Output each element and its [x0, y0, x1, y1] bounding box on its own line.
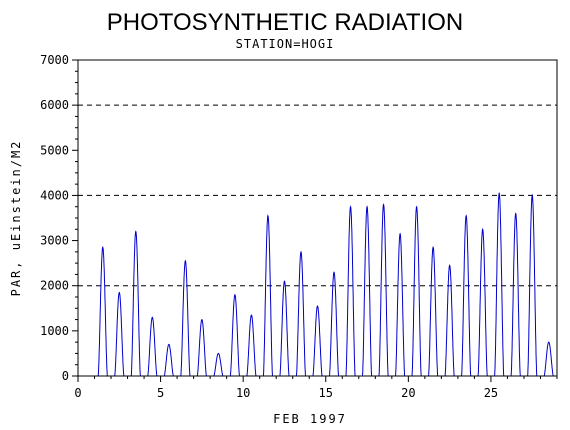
x-tick-label: 5	[157, 386, 164, 400]
y-tick-label: 7000	[40, 53, 69, 67]
y-axis-label: PAR, uEinstein/M2	[9, 140, 23, 297]
y-tick-label: 5000	[40, 143, 69, 157]
plot-frame	[77, 59, 558, 377]
y-tick-label: 6000	[40, 98, 69, 112]
y-tick-label: 1000	[40, 324, 69, 338]
x-tick-label: 20	[401, 386, 415, 400]
x-tick-label: 25	[484, 386, 498, 400]
reference-lines	[78, 104, 557, 287]
x-tick-label: 10	[236, 386, 250, 400]
chart-title: PHOTOSYNTHETIC RADIATION	[107, 9, 463, 36]
x-axis: 0 5 10 15 20 25	[74, 376, 558, 400]
y-tick-label: 4000	[40, 188, 69, 202]
x-axis-label: FEB 1997	[273, 412, 347, 426]
y-tick-label: 2000	[40, 279, 69, 293]
y-tick-label: 0	[62, 369, 69, 383]
y-tick-label: 3000	[40, 234, 69, 248]
x-tick-label: 0	[74, 386, 81, 400]
x-tick-label: 15	[319, 386, 333, 400]
par-line	[94, 192, 557, 377]
y-axis: 0 1000 2000 3000 4000 5000 6000 7000	[40, 53, 78, 383]
par-series	[94, 192, 557, 377]
chart-subtitle: STATION=HOGI	[236, 37, 335, 51]
